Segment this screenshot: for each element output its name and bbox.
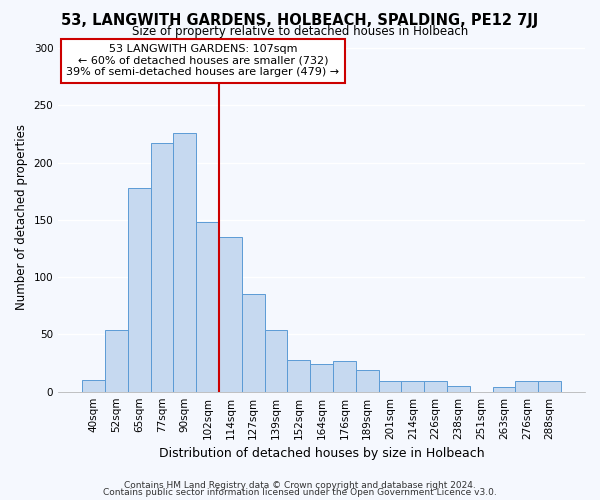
Bar [401,382,424,392]
Bar [424,382,447,392]
Bar [242,294,265,392]
Bar [82,380,105,392]
Text: Size of property relative to detached houses in Holbeach: Size of property relative to detached ho… [132,25,468,38]
Bar [333,361,356,392]
Bar [173,133,196,392]
Text: 53 LANGWITH GARDENS: 107sqm
← 60% of detached houses are smaller (732)
39% of se: 53 LANGWITH GARDENS: 107sqm ← 60% of det… [67,44,340,78]
Bar [493,387,515,392]
Bar [196,222,219,392]
X-axis label: Distribution of detached houses by size in Holbeach: Distribution of detached houses by size … [159,447,484,460]
Bar [105,330,128,392]
Bar [356,370,379,392]
Bar [287,360,310,392]
Text: Contains HM Land Registry data © Crown copyright and database right 2024.: Contains HM Land Registry data © Crown c… [124,480,476,490]
Bar [310,364,333,392]
Y-axis label: Number of detached properties: Number of detached properties [15,124,28,310]
Bar [151,143,173,392]
Text: Contains public sector information licensed under the Open Government Licence v3: Contains public sector information licen… [103,488,497,497]
Bar [265,330,287,392]
Bar [538,382,561,392]
Bar [379,382,401,392]
Bar [447,386,470,392]
Text: 53, LANGWITH GARDENS, HOLBEACH, SPALDING, PE12 7JJ: 53, LANGWITH GARDENS, HOLBEACH, SPALDING… [61,12,539,28]
Bar [515,382,538,392]
Bar [128,188,151,392]
Bar [219,237,242,392]
